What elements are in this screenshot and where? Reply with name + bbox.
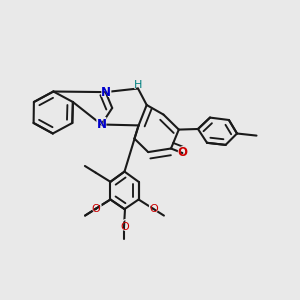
Text: N: N — [95, 117, 108, 132]
Text: O: O — [90, 201, 101, 216]
Text: N: N — [99, 85, 112, 100]
Text: H: H — [134, 80, 142, 90]
Text: N: N — [96, 118, 106, 131]
Text: O: O — [119, 219, 130, 234]
Text: O: O — [177, 146, 188, 160]
Text: O: O — [148, 201, 159, 216]
Text: O: O — [149, 204, 158, 214]
Text: N: N — [100, 85, 111, 99]
Text: O: O — [176, 146, 189, 160]
Text: O: O — [91, 204, 100, 214]
Text: H: H — [133, 77, 143, 92]
Text: O: O — [120, 221, 129, 232]
